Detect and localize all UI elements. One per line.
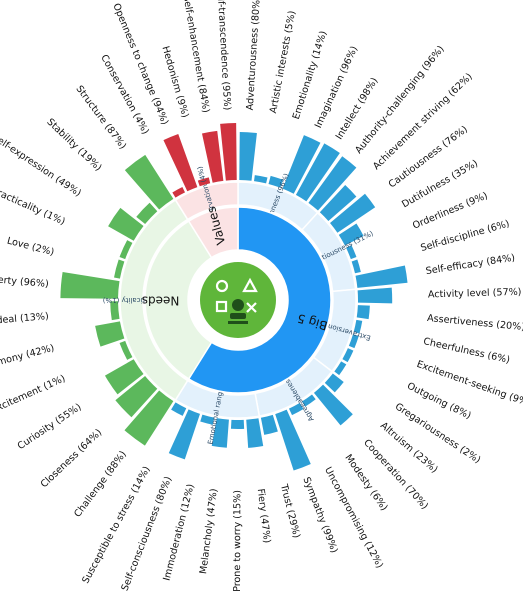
trait-bar-cheerfulness-6: [353, 319, 363, 334]
trait-label-practicality-1: Practicality (1%): [0, 185, 67, 227]
trait-label-assertiveness-20: Assertiveness (20%): [427, 313, 523, 333]
trait-bar-hedonism-9: [197, 177, 211, 187]
trait-bar-cooperation-70: [313, 384, 353, 426]
trait-bar-uncompromising-12: [288, 402, 304, 416]
trait-bar-fiery-47: [246, 418, 264, 448]
trait-bar-excitement-1: [119, 340, 133, 360]
trait-label-uncompromising-12: Uncompromising (12%): [322, 465, 385, 570]
trait-bar-structure-87: [124, 154, 174, 210]
trait-bar-love-2: [114, 259, 125, 279]
trait-label-openness-to-change-94: Openness to change (94%): [110, 2, 170, 127]
trait-bar-challenge-88: [124, 390, 174, 446]
trait-label-love-2: Love (2%): [6, 235, 56, 258]
outer-trait-bars: [60, 123, 408, 471]
center-icon-group: [200, 262, 276, 338]
trait-label-cooperation-70: Cooperation (70%): [361, 437, 430, 511]
person-icon: [228, 299, 248, 324]
trait-bar-authority-challenging-96: [308, 156, 357, 211]
trait-bar-self-expression-49: [108, 207, 144, 241]
trait-bar-conservation-4: [172, 186, 186, 198]
trait-bar-dutifulness-35: [338, 223, 364, 246]
trait-label-cheerfulness-6: Cheerfulness (6%): [422, 336, 511, 366]
trait-label-prone-to-worry-15: Prone to worry (15%): [232, 490, 243, 592]
trait-bar-liberty-96: [60, 272, 120, 299]
trait-bar-self-discipline-6: [351, 259, 361, 274]
trait-bar-modesty-6: [301, 394, 316, 407]
trait-bar-emotionality-14: [268, 175, 284, 188]
trait-bar-harmony-42: [95, 321, 125, 347]
category-label-needs: Needs: [142, 294, 180, 308]
trait-label-harmony-42: Harmony (42%): [0, 343, 56, 373]
trait-bar-practicality-1: [119, 240, 133, 260]
facet-label-practicality: Practicality (1%): [102, 296, 160, 304]
trait-label-adventurousness-80: Adventurousness (80%): [245, 0, 263, 111]
trait-bar-self-transcendence-95: [220, 123, 237, 181]
trait-bar-altruism-23: [324, 373, 344, 393]
trait-bar-trust-29: [260, 414, 278, 435]
trait-label-closeness-64: Closeness (64%): [39, 427, 105, 490]
trait-bar-openness-to-change-94: [163, 134, 198, 192]
trait-label-trust-29: Trust (29%): [278, 482, 302, 539]
trait-bar-outgoing-8: [342, 348, 354, 363]
trait-label-self-transcendence-95: Self-transcendence (95%): [214, 0, 232, 111]
trait-label-fiery-47: Fiery (47%): [255, 488, 272, 544]
trait-bar-susceptible-to-stress-14: [171, 402, 187, 416]
trait-label-liberty-96: Liberty (96%): [0, 274, 49, 290]
trait-bar-self-efficacy-84: [355, 265, 408, 288]
trait-bar-excitement-seeking-9: [348, 334, 359, 349]
trait-bar-activity-level-57: [357, 287, 393, 304]
trait-label-curiosity-55: Curiosity (55%): [16, 402, 84, 452]
trait-bar-assertiveness-20: [356, 305, 370, 320]
trait-bar-closeness-64: [115, 375, 158, 418]
category-arc-values: [187, 206, 239, 259]
trait-bar-stability-19: [136, 202, 158, 225]
trait-label-artistic-interests-5: Artistic interests (5%): [268, 10, 298, 114]
trait-bar-intellect-98: [295, 143, 340, 202]
trait-bar-imagination-96: [282, 135, 321, 194]
trait-bar-achievement-striving-62: [319, 185, 357, 222]
trait-label-susceptible-to-stress-14: Susceptible to stress (14%): [80, 465, 152, 586]
trait-bar-cautiousness-76: [330, 193, 376, 233]
trait-label-ideal-13: Ideal (13%): [0, 311, 49, 327]
trait-bar-adventurousness-80: [239, 132, 257, 181]
trait-bar-immoderation-12: [200, 414, 215, 425]
trait-bar-gregariousness-2: [334, 361, 347, 376]
trait-bar-self-consciousness-80: [168, 409, 200, 460]
trait-bar-ideal-13: [110, 301, 120, 321]
trait-label-melancholy-47: Melancholy (47%): [198, 488, 220, 575]
trait-label-stability-19: Stability (19%): [44, 117, 103, 174]
trait-label-excitement-1: Excitement (1%): [0, 373, 67, 416]
trait-bar-melancholy-47: [211, 418, 229, 448]
trait-bar-sympathy-99: [275, 409, 311, 471]
trait-bar-prone-to-worry-15: [230, 419, 245, 429]
trait-bar-orderliness-9: [346, 245, 357, 260]
category-arc-needs: [144, 220, 213, 380]
trait-bar-curiosity-55: [104, 359, 144, 395]
trait-label-self-efficacy-84: Self-efficacy (84%): [425, 253, 516, 278]
trait-label-activity-level-57: Activity level (57%): [428, 287, 522, 301]
facet-arc-conservation: [174, 181, 239, 221]
category-arc-big-5: [187, 206, 332, 394]
trait-bar-artistic-interests-5: [254, 175, 268, 184]
user-shapes-icon: [215, 277, 258, 313]
trait-bar-self-enhancement-84: [201, 130, 224, 183]
